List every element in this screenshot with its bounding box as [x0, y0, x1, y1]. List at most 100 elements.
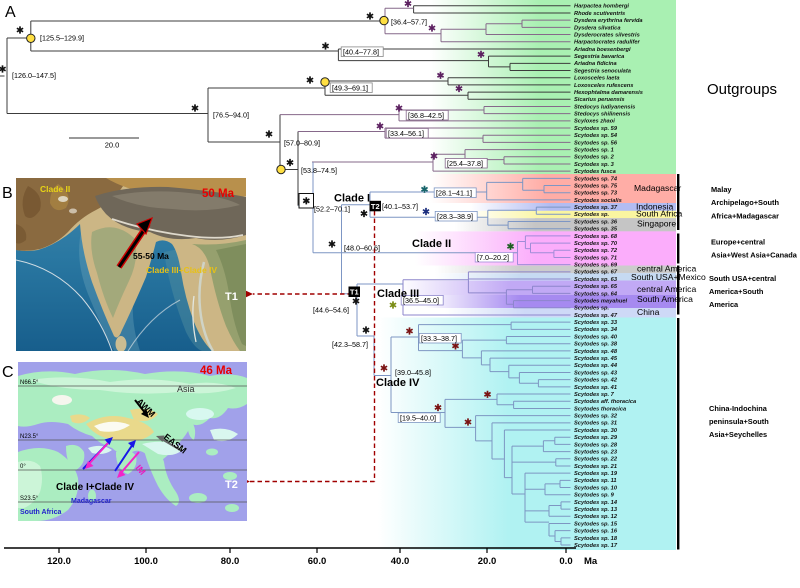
- svg-text:Ma: Ma: [584, 556, 598, 567]
- svg-text:Africa+Madagascar: Africa+Madagascar: [711, 211, 779, 220]
- svg-text:Clade I+Clade IV: Clade I+Clade IV: [56, 482, 134, 493]
- svg-text:Hexophtalma damarensis: Hexophtalma damarensis: [574, 90, 643, 96]
- svg-text:South Africa: South Africa: [20, 509, 61, 516]
- svg-text:Clade I: Clade I: [334, 193, 370, 205]
- svg-text:China-Indochina: China-Indochina: [709, 404, 768, 413]
- svg-text:Scytodes sp. 9: Scytodes sp. 9: [574, 493, 615, 499]
- svg-text:IM: IM: [133, 463, 147, 477]
- svg-text:Scytodes sp. 70: Scytodes sp. 70: [574, 241, 618, 247]
- svg-text:South America: South America: [637, 294, 693, 304]
- svg-text:Scytodes sp. 12: Scytodes sp. 12: [574, 514, 618, 520]
- svg-text:Loxosceles laeta: Loxosceles laeta: [574, 76, 620, 82]
- svg-text:Madagascar: Madagascar: [71, 498, 112, 505]
- svg-text:C: C: [2, 364, 14, 381]
- svg-text:Segestria senoculata: Segestria senoculata: [574, 68, 631, 74]
- svg-text:Scytodes sp. 44: Scytodes sp. 44: [574, 363, 618, 369]
- svg-text:20.0: 20.0: [105, 141, 120, 150]
- svg-text:Scytodes sp. 17: Scytodes sp. 17: [574, 543, 618, 549]
- svg-text:Clade III: Clade III: [377, 288, 419, 300]
- svg-text:Scyloxes zhaoi: Scyloxes zhaoi: [574, 119, 615, 125]
- svg-text:Singapore: Singapore: [637, 219, 676, 229]
- svg-text:T2: T2: [225, 479, 238, 491]
- svg-text:[126.0–147.5]: [126.0–147.5]: [12, 71, 56, 80]
- svg-text:[33.4–56.1]: [33.4–56.1]: [388, 129, 424, 138]
- svg-text:Asia+Seychelles: Asia+Seychelles: [709, 430, 767, 439]
- svg-text:Clade II: Clade II: [40, 184, 70, 194]
- svg-text:Scytodes sp. 28: Scytodes sp. 28: [574, 442, 618, 448]
- svg-text:Scytodes sp. 10: Scytodes sp. 10: [574, 485, 618, 491]
- svg-text:[28.1–41.1]: [28.1–41.1]: [436, 189, 472, 198]
- svg-text:Scytodes socialis: Scytodes socialis: [574, 198, 622, 204]
- svg-text:Scytodes sp. 71: Scytodes sp. 71: [574, 255, 617, 261]
- svg-text:T2: T2: [371, 202, 380, 211]
- svg-text:Scytodes sp. 69: Scytodes sp. 69: [574, 263, 618, 269]
- svg-text:Scytodes sp. 23: Scytodes sp. 23: [574, 450, 618, 456]
- svg-text:[53.8–74.5]: [53.8–74.5]: [301, 166, 337, 175]
- svg-text:Sicarius peruensis: Sicarius peruensis: [574, 97, 625, 103]
- svg-text:A: A: [5, 4, 16, 21]
- svg-text:80.0: 80.0: [221, 556, 240, 567]
- svg-text:Stedocys ludiyanensis: Stedocys ludiyanensis: [574, 104, 635, 110]
- svg-text:Scytodes sp. 43: Scytodes sp. 43: [574, 370, 618, 376]
- svg-text:N66.5°: N66.5°: [20, 380, 39, 386]
- svg-text:[48.0–60.6]: [48.0–60.6]: [344, 243, 380, 252]
- svg-text:Scytodes sp. 72: Scytodes sp. 72: [574, 248, 618, 254]
- svg-text:Scytodes mayahuel: Scytodes mayahuel: [574, 299, 628, 305]
- svg-text:Scytodes sp. 16: Scytodes sp. 16: [574, 529, 618, 535]
- svg-text:Scytodes sp. 48: Scytodes sp. 48: [574, 349, 618, 355]
- svg-text:Scytodes fusca: Scytodes fusca: [574, 169, 616, 175]
- svg-text:America: America: [709, 300, 739, 309]
- svg-text:China: China: [637, 307, 660, 317]
- svg-text:Scytodes sp. 13: Scytodes sp. 13: [574, 507, 618, 513]
- svg-text:Loxosceles rufescens: Loxosceles rufescens: [574, 83, 633, 89]
- svg-text:Scytodes sp. 54: Scytodes sp. 54: [574, 133, 618, 139]
- svg-text:N23.5°: N23.5°: [20, 434, 39, 440]
- svg-text:Scytodes sp. 2: Scytodes sp. 2: [574, 155, 615, 161]
- svg-text:[7.0–20.2]: [7.0–20.2]: [477, 253, 509, 262]
- svg-text:Ariadna fidicina: Ariadna fidicina: [573, 61, 617, 67]
- svg-text:[49.3–69.1]: [49.3–69.1]: [332, 84, 368, 93]
- svg-text:Clade III+Clade IV: Clade III+Clade IV: [146, 265, 217, 275]
- svg-text:Scytodes sp. 30: Scytodes sp. 30: [574, 428, 618, 434]
- svg-text:Scytodes sp.: Scytodes sp.: [574, 306, 610, 312]
- svg-text:120.0: 120.0: [47, 556, 71, 567]
- svg-text:T1: T1: [350, 288, 359, 297]
- svg-text:[36.4–57.7]: [36.4–57.7]: [391, 18, 427, 27]
- svg-text:Scytodes sp. 68: Scytodes sp. 68: [574, 234, 618, 240]
- svg-text:20.0: 20.0: [478, 556, 497, 567]
- svg-text:America+South: America+South: [709, 287, 764, 296]
- svg-text:[125.5–129.9]: [125.5–129.9]: [40, 34, 84, 43]
- svg-text:Scytodes sp. 35: Scytodes sp. 35: [574, 227, 618, 233]
- svg-text:[33.3–38.7]: [33.3–38.7]: [421, 334, 457, 343]
- svg-text:Scytodes sp. 3: Scytodes sp. 3: [574, 162, 615, 168]
- svg-text:Scytodes sp. 36: Scytodes sp. 36: [574, 219, 618, 225]
- svg-text:Scytodes sp. 37: Scytodes sp. 37: [574, 205, 618, 211]
- svg-text:Scytodes sp. 19: Scytodes sp. 19: [574, 471, 618, 477]
- svg-text:Asia: Asia: [177, 384, 195, 394]
- svg-text:Scytodes sp. 73: Scytodes sp. 73: [574, 191, 618, 197]
- svg-text:50 Ma: 50 Ma: [202, 188, 235, 200]
- svg-text:Asia+West Asia+Canada: Asia+West Asia+Canada: [711, 251, 798, 260]
- svg-text:Scytodes sp. 15: Scytodes sp. 15: [574, 521, 618, 527]
- svg-text:South USA+central: South USA+central: [709, 274, 776, 283]
- svg-text:[25.4–37.8]: [25.4–37.8]: [447, 159, 483, 168]
- svg-text:Scytodes sp. 45: Scytodes sp. 45: [574, 356, 618, 362]
- svg-text:[40.4–77.8]: [40.4–77.8]: [343, 48, 379, 57]
- svg-text:Scytodes sp. 22: Scytodes sp. 22: [574, 457, 618, 463]
- svg-text:100.0: 100.0: [134, 556, 158, 567]
- svg-text:[19.5–40.0]: [19.5–40.0]: [400, 414, 436, 423]
- svg-text:Scytodes sp. 7: Scytodes sp. 7: [574, 392, 615, 398]
- svg-text:Harpactea hombergi: Harpactea hombergi: [574, 4, 629, 10]
- svg-text:Scytodes sp. 41: Scytodes sp. 41: [574, 385, 617, 391]
- svg-text:Scytodes sp. 34: Scytodes sp. 34: [574, 327, 618, 333]
- svg-text:46 Ma: 46 Ma: [200, 365, 233, 377]
- svg-text:0°: 0°: [20, 464, 26, 470]
- svg-text:T1: T1: [225, 291, 238, 303]
- svg-text:peninsula+South: peninsula+South: [709, 417, 769, 426]
- svg-text:Scytodes sp. 67: Scytodes sp. 67: [574, 270, 618, 276]
- svg-text:[39.0–45.8]: [39.0–45.8]: [395, 368, 431, 377]
- svg-text:South USA+Mexico: South USA+Mexico: [631, 272, 706, 282]
- svg-text:South Africa: South Africa: [636, 209, 683, 219]
- svg-text:Scytodes sp. 65: Scytodes sp. 65: [574, 284, 618, 290]
- svg-text:Scytodes sp. 74: Scytodes sp. 74: [574, 176, 618, 182]
